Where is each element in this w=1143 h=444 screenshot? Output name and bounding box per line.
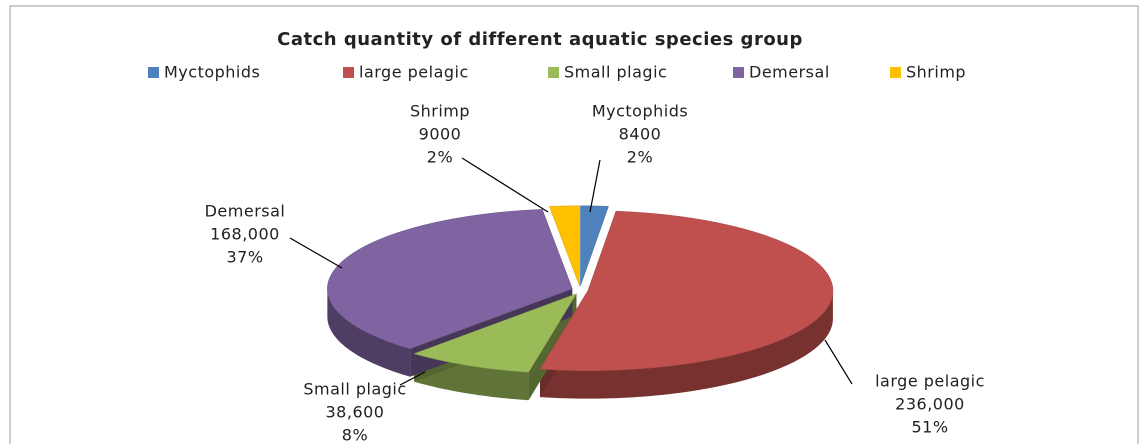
legend-label: Small plagic [564, 63, 667, 82]
legend-label: large pelagic [359, 63, 469, 82]
legend-label: Demersal [749, 63, 830, 82]
data-label-name: Myctophids [592, 102, 688, 121]
data-label-value: 8400 [619, 125, 662, 144]
data-label-percent: 2% [427, 148, 453, 167]
data-label-percent: 37% [226, 248, 263, 267]
legend-swatch [890, 67, 901, 78]
slice [549, 205, 580, 286]
slice [413, 293, 578, 373]
slice [539, 210, 834, 371]
legend-swatch [733, 67, 744, 78]
leader-line [824, 339, 853, 385]
data-label-percent: 51% [911, 418, 948, 437]
data-label-name: large pelagic [875, 372, 985, 391]
data-label-percent: 8% [342, 426, 368, 444]
data-label-percent: 2% [627, 148, 653, 167]
data-label-name: Shrimp [410, 102, 470, 121]
data-label-name: Demersal [205, 202, 286, 221]
data-label-value: 236,000 [895, 395, 965, 414]
leader-line [289, 237, 343, 269]
legend-label: Myctophids [164, 63, 260, 82]
leader-line [461, 157, 549, 213]
data-label-value: 38,600 [326, 403, 385, 422]
slice-side [327, 288, 411, 377]
data-label-name: Small plagic [303, 380, 406, 399]
legend-swatch [343, 67, 354, 78]
legend-swatch [548, 67, 559, 78]
slice-side [540, 290, 833, 399]
leader-line [399, 371, 426, 386]
leader-line [589, 159, 601, 213]
slice [327, 209, 573, 349]
data-label-value: 168,000 [210, 225, 280, 244]
slice [580, 205, 609, 286]
data-label-value: 9000 [419, 125, 462, 144]
chart-title: Catch quantity of different aquatic spec… [277, 29, 803, 50]
legend-label: Shrimp [906, 63, 966, 82]
legend-swatch [148, 67, 159, 78]
